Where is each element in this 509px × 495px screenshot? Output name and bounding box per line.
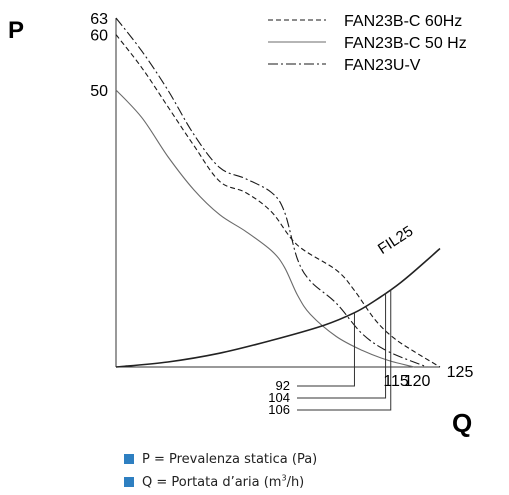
annotation-label: 104 <box>268 390 290 405</box>
series-line <box>115 17 428 368</box>
legend-q-text: Q = Portata d’aria (m3/h) <box>142 474 305 491</box>
x-end-label: 125 <box>447 364 474 381</box>
fil25-curve-label: FIL25 <box>375 223 416 258</box>
series-line <box>115 247 441 368</box>
legend-p-text: P = Prevalenza statica (Pa) <box>142 452 318 467</box>
series-line <box>115 34 441 368</box>
legend-q-suffix: /h) <box>286 475 305 491</box>
axis-legend-p: P = Prevalenza statica (Pa) <box>124 452 504 467</box>
x-axis-title: Q <box>452 408 472 438</box>
x-end-label: 120 <box>404 373 431 390</box>
axis-legend-q: Q = Portata d’aria (m3/h) <box>124 474 504 490</box>
y-tick-label: 60 <box>90 28 108 45</box>
legend-q-sup: 3 <box>281 474 287 483</box>
x-end-label: 115 <box>383 373 409 390</box>
legend-entry-label: FAN23B-C 50 Hz <box>344 35 467 52</box>
annotation-leader <box>297 293 387 399</box>
y-axis-title: P <box>8 17 24 44</box>
series-line <box>115 89 415 368</box>
legend-q-prefix: Q = Portata d’aria (m <box>142 475 282 491</box>
y-tick-label: 63 <box>90 11 108 28</box>
annotation-label: 92 <box>276 378 290 393</box>
curves-group <box>115 17 441 368</box>
legend-marker-p <box>124 454 134 464</box>
annotation-label: 106 <box>268 402 290 417</box>
legend-marker-q <box>124 477 134 488</box>
legend-entry-label: FAN23B-C 60Hz <box>344 13 462 30</box>
annotation-leader <box>297 312 355 387</box>
y-tick-label: 50 <box>90 83 108 100</box>
annotation-leader <box>297 289 392 411</box>
legend-entry-label: FAN23U-V <box>344 57 421 74</box>
series-legend: FAN23B-C 60Hz FAN23B-C 50 Hz FAN23U-V <box>268 13 467 74</box>
